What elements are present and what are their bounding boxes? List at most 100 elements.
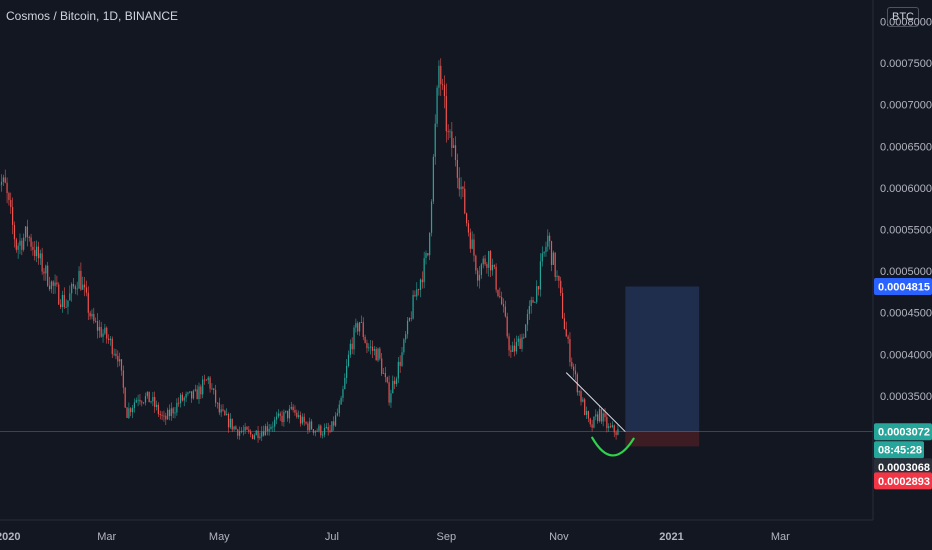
candle bbox=[192, 389, 195, 400]
candle bbox=[23, 233, 25, 252]
x-tick-label: Mar bbox=[771, 531, 790, 543]
candle bbox=[442, 78, 444, 90]
candle bbox=[19, 233, 21, 255]
candle bbox=[37, 241, 40, 265]
candle bbox=[571, 357, 573, 370]
candle bbox=[242, 425, 244, 436]
candle bbox=[115, 348, 117, 360]
candle bbox=[613, 424, 615, 438]
candle bbox=[239, 426, 241, 440]
candle bbox=[513, 338, 516, 357]
candle bbox=[95, 317, 97, 323]
candle bbox=[102, 329, 104, 343]
candle bbox=[358, 321, 361, 336]
candle bbox=[107, 334, 110, 344]
candle bbox=[78, 266, 80, 289]
y-tick-label: 0.0007500 bbox=[880, 58, 932, 70]
svg-text:08:45:28: 08:45:28 bbox=[878, 445, 922, 457]
candle bbox=[281, 410, 283, 426]
candle bbox=[565, 321, 567, 337]
candle bbox=[257, 426, 259, 443]
candle bbox=[30, 233, 32, 251]
candle bbox=[491, 258, 494, 276]
candle bbox=[312, 428, 315, 436]
candle bbox=[580, 388, 582, 406]
candle bbox=[72, 277, 75, 289]
price-labels: 0.0004815 0.0003072 08:45:28 0.0003068 0.000… bbox=[874, 278, 932, 490]
candle bbox=[493, 264, 495, 270]
candle bbox=[537, 285, 540, 296]
candle bbox=[560, 276, 562, 296]
drawings-layer[interactable] bbox=[0, 372, 873, 457]
candle bbox=[536, 280, 538, 304]
candle bbox=[454, 136, 457, 167]
candle bbox=[386, 376, 388, 384]
candle bbox=[377, 347, 379, 363]
rounded-bottom-arc[interactable] bbox=[591, 436, 635, 457]
candle bbox=[119, 352, 121, 367]
currency-button[interactable]: BTC bbox=[887, 7, 919, 27]
candle bbox=[292, 404, 294, 413]
candle bbox=[447, 124, 449, 141]
candle bbox=[253, 433, 255, 441]
candle bbox=[392, 375, 394, 394]
candle bbox=[48, 276, 51, 292]
svg-text:0.0002893: 0.0002893 bbox=[878, 476, 930, 488]
candle bbox=[473, 233, 475, 262]
price-label: 0.0004815 bbox=[874, 278, 932, 295]
candle bbox=[550, 240, 553, 272]
candle bbox=[80, 262, 82, 291]
svg-text:0.0003072: 0.0003072 bbox=[878, 427, 930, 439]
candle bbox=[296, 409, 298, 419]
candle bbox=[87, 286, 89, 320]
candle bbox=[425, 250, 427, 265]
candle bbox=[4, 169, 6, 184]
price-label: 0.0003068 bbox=[874, 458, 932, 476]
candle bbox=[584, 397, 586, 416]
candle bbox=[307, 421, 309, 434]
stop-zone[interactable] bbox=[625, 431, 700, 447]
candle bbox=[331, 421, 333, 433]
candle bbox=[133, 398, 136, 413]
candle bbox=[346, 359, 348, 384]
candle bbox=[194, 384, 196, 392]
chart-title: Cosmos / Bitcoin, 1D, BINANCE bbox=[6, 9, 179, 23]
candle bbox=[360, 315, 363, 324]
candle bbox=[179, 392, 182, 408]
candle bbox=[268, 424, 270, 436]
candle bbox=[299, 411, 302, 427]
x-tick-label: Mar bbox=[97, 531, 116, 543]
time-axis[interactable]: 2020 Mar May Jul Sep Nov 2021 Mar bbox=[0, 531, 790, 543]
candle bbox=[305, 421, 307, 425]
candle bbox=[135, 397, 137, 403]
candle bbox=[556, 270, 558, 281]
candle bbox=[323, 423, 326, 438]
candle bbox=[21, 238, 23, 256]
long-position-tool[interactable] bbox=[625, 286, 700, 447]
candle bbox=[532, 296, 534, 303]
candle bbox=[231, 418, 233, 433]
candle bbox=[143, 401, 145, 405]
candle bbox=[449, 129, 451, 138]
candle bbox=[604, 408, 606, 422]
candle bbox=[91, 309, 93, 320]
candle bbox=[109, 336, 112, 346]
candle bbox=[13, 221, 16, 248]
x-tick-label: 2020 bbox=[0, 531, 20, 543]
candle bbox=[521, 333, 523, 352]
target-zone[interactable] bbox=[625, 286, 700, 432]
candle bbox=[93, 307, 95, 324]
candle bbox=[357, 321, 359, 335]
candle bbox=[390, 389, 392, 408]
candle bbox=[617, 424, 619, 436]
candle bbox=[347, 350, 350, 368]
candle bbox=[545, 241, 547, 257]
trendline[interactable] bbox=[565, 372, 626, 433]
candle bbox=[534, 301, 536, 303]
candle bbox=[155, 400, 158, 411]
candle bbox=[215, 384, 217, 407]
candle bbox=[600, 408, 602, 424]
price-axis[interactable]: 0.0003500 0.0004000 0.0004500 0.0005000 0.00… bbox=[880, 17, 932, 403]
candle bbox=[443, 75, 446, 109]
